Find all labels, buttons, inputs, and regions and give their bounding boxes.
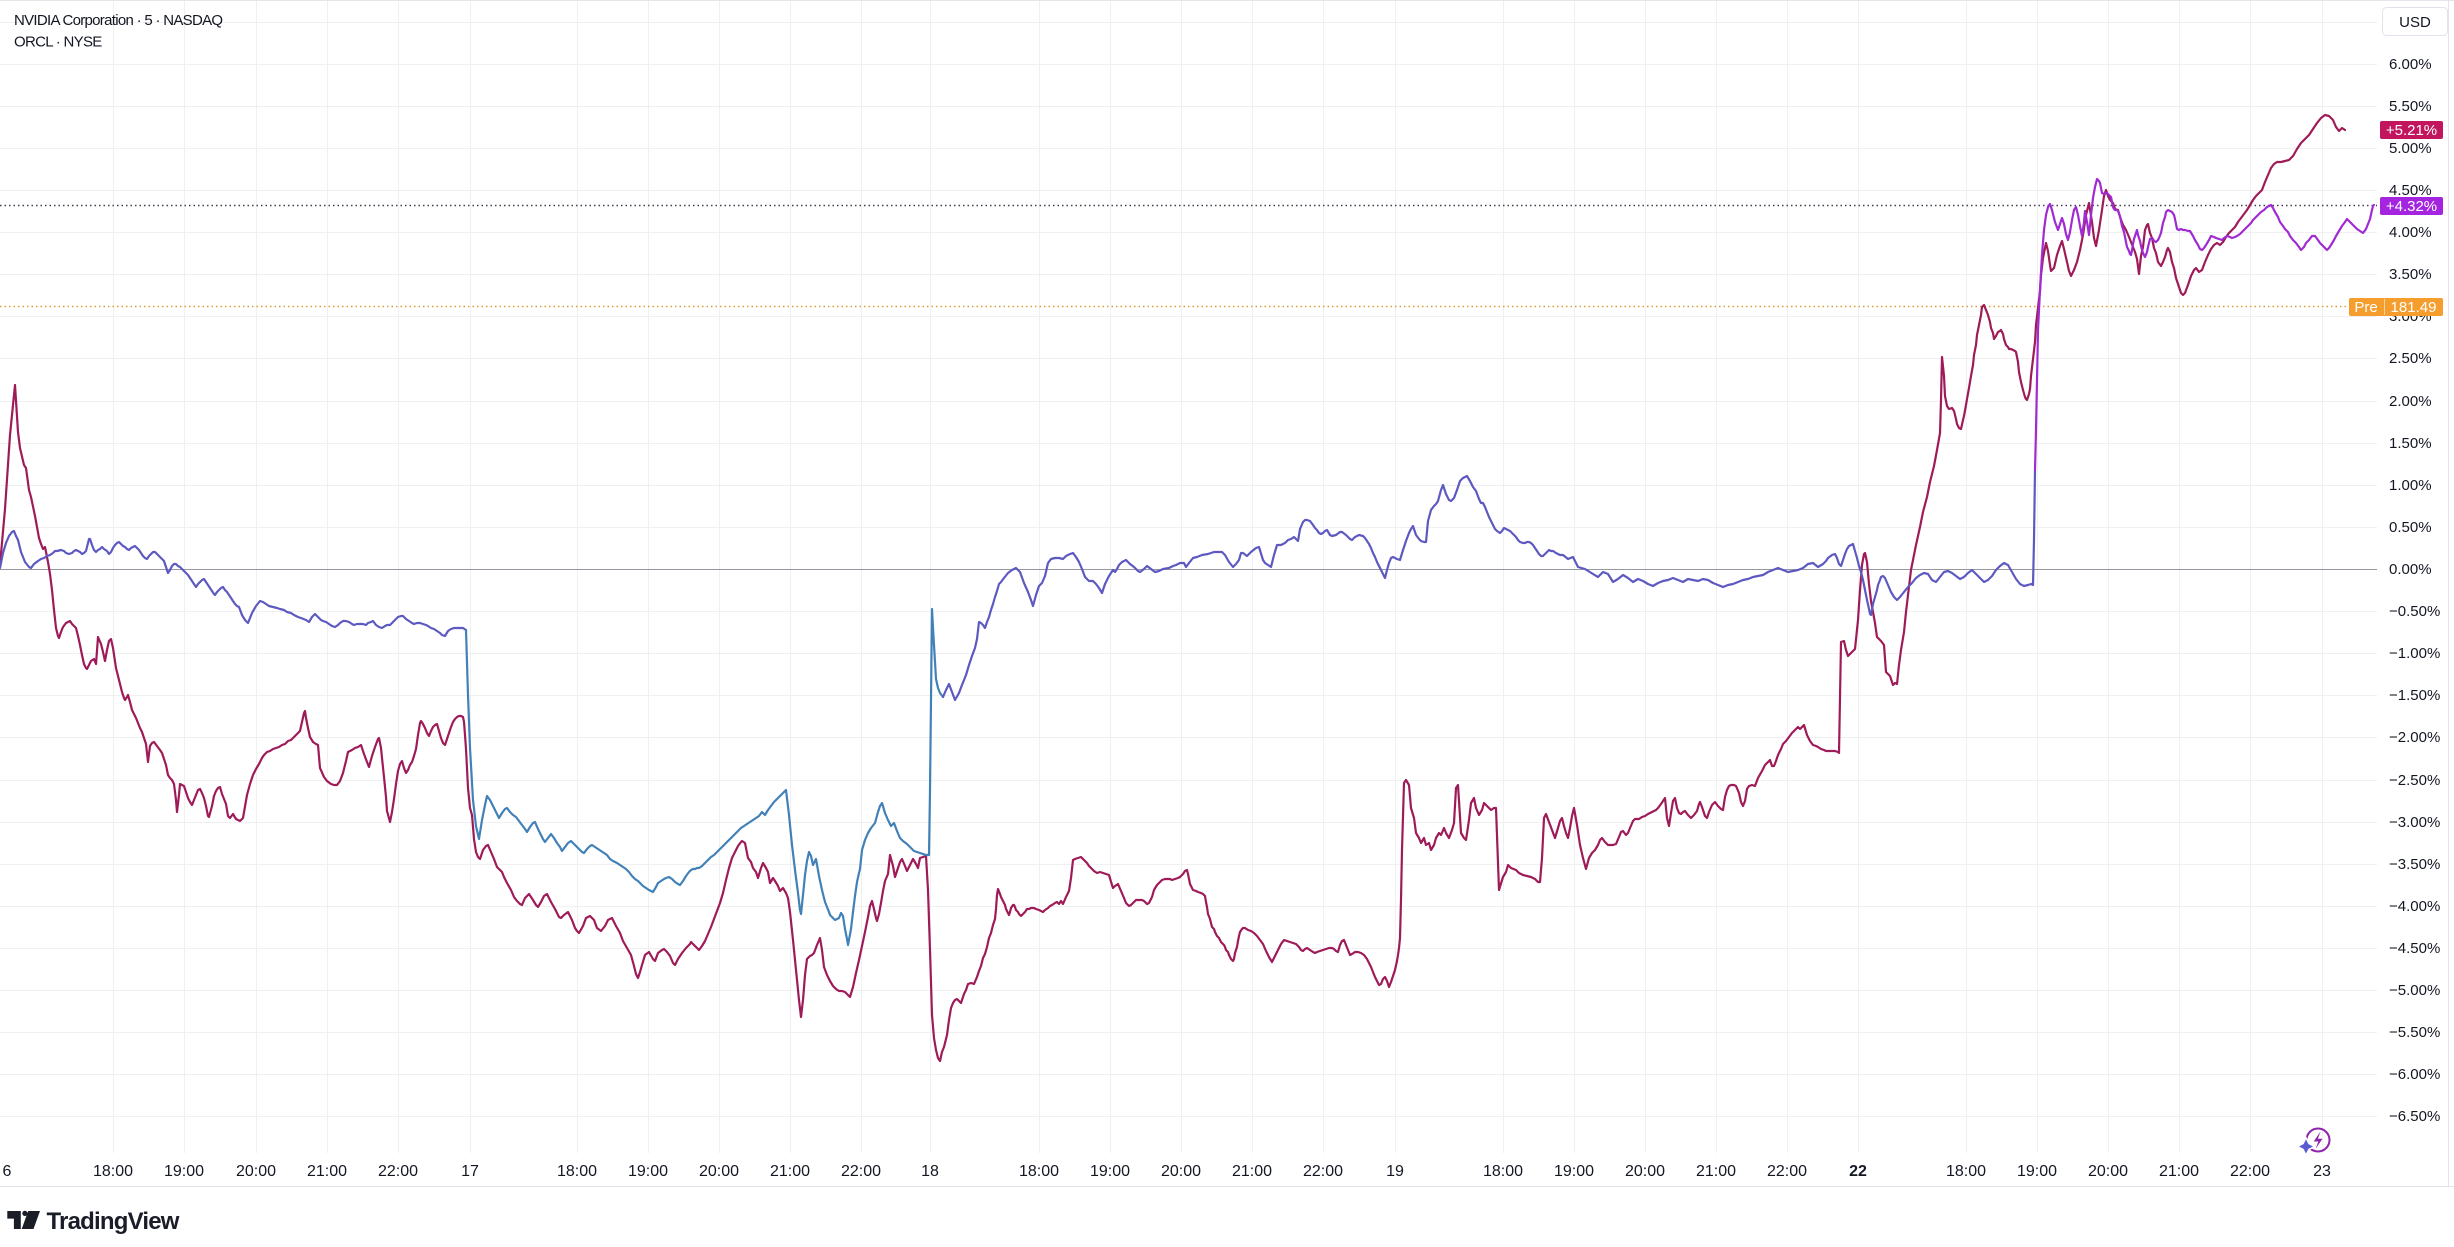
svg-text:21:00: 21:00 (770, 1163, 810, 1180)
svg-text:TradingView: TradingView (47, 1208, 180, 1235)
svg-text:18:00: 18:00 (1483, 1163, 1523, 1180)
svg-text:20:00: 20:00 (699, 1163, 739, 1180)
svg-text:6.00%: 6.00% (2389, 56, 2432, 73)
svg-text:ORCL · NYSE: ORCL · NYSE (14, 34, 102, 51)
svg-text:22:00: 22:00 (1303, 1163, 1343, 1180)
svg-text:−3.00%: −3.00% (2389, 814, 2440, 831)
svg-text:19: 19 (1386, 1163, 1404, 1180)
svg-text:18: 18 (921, 1163, 939, 1180)
svg-text:21:00: 21:00 (2159, 1163, 2199, 1180)
svg-text:−0.50%: −0.50% (2389, 603, 2440, 620)
svg-text:22:00: 22:00 (378, 1163, 418, 1180)
svg-text:18:00: 18:00 (1946, 1163, 1986, 1180)
svg-text:4.50%: 4.50% (2389, 182, 2432, 199)
svg-text:18:00: 18:00 (557, 1163, 597, 1180)
svg-text:1.00%: 1.00% (2389, 477, 2432, 494)
svg-text:+4.32%: +4.32% (2386, 198, 2437, 215)
svg-text:3.50%: 3.50% (2389, 266, 2432, 283)
svg-text:−2.00%: −2.00% (2389, 729, 2440, 746)
svg-text:−5.00%: −5.00% (2389, 982, 2440, 999)
svg-text:0.50%: 0.50% (2389, 519, 2432, 536)
svg-text:Pre: Pre (2354, 299, 2377, 316)
svg-text:181.49: 181.49 (2391, 299, 2437, 316)
svg-text:20:00: 20:00 (2088, 1163, 2128, 1180)
svg-text:4.00%: 4.00% (2389, 224, 2432, 241)
svg-text:−6.50%: −6.50% (2389, 1108, 2440, 1125)
svg-text:2.50%: 2.50% (2389, 350, 2432, 367)
svg-text:18:00: 18:00 (1019, 1163, 1059, 1180)
svg-text:21:00: 21:00 (1696, 1163, 1736, 1180)
svg-text:−1.50%: −1.50% (2389, 687, 2440, 704)
svg-text:19:00: 19:00 (628, 1163, 668, 1180)
svg-text:−3.50%: −3.50% (2389, 856, 2440, 873)
svg-text:−4.50%: −4.50% (2389, 940, 2440, 957)
svg-text:19:00: 19:00 (2017, 1163, 2057, 1180)
svg-text:22:00: 22:00 (841, 1163, 881, 1180)
svg-text:19:00: 19:00 (164, 1163, 204, 1180)
svg-text:18:00: 18:00 (93, 1163, 133, 1180)
svg-text:5.00%: 5.00% (2389, 140, 2432, 157)
svg-text:−5.50%: −5.50% (2389, 1024, 2440, 1041)
svg-text:22:00: 22:00 (2230, 1163, 2270, 1180)
svg-text:17: 17 (461, 1163, 479, 1180)
svg-text:19:00: 19:00 (1554, 1163, 1594, 1180)
svg-text:21:00: 21:00 (307, 1163, 347, 1180)
svg-text:20:00: 20:00 (236, 1163, 276, 1180)
svg-text:2.00%: 2.00% (2389, 393, 2432, 410)
svg-text:−6.00%: −6.00% (2389, 1066, 2440, 1083)
svg-text:6: 6 (3, 1163, 12, 1180)
svg-text:21:00: 21:00 (1232, 1163, 1272, 1180)
svg-text:1.50%: 1.50% (2389, 435, 2432, 452)
svg-text:NVIDIA Corporation · 5 · NASDA: NVIDIA Corporation · 5 · NASDAQ (14, 12, 222, 29)
svg-text:−2.50%: −2.50% (2389, 772, 2440, 789)
svg-text:USD: USD (2399, 14, 2431, 31)
svg-text:20:00: 20:00 (1625, 1163, 1665, 1180)
svg-text:+5.21%: +5.21% (2386, 122, 2437, 139)
svg-text:22: 22 (1849, 1163, 1867, 1180)
svg-text:5.50%: 5.50% (2389, 98, 2432, 115)
svg-text:22:00: 22:00 (1767, 1163, 1807, 1180)
svg-text:20:00: 20:00 (1161, 1163, 1201, 1180)
svg-text:−1.00%: −1.00% (2389, 645, 2440, 662)
svg-text:23: 23 (2313, 1163, 2331, 1180)
svg-text:19:00: 19:00 (1090, 1163, 1130, 1180)
svg-text:−4.00%: −4.00% (2389, 898, 2440, 915)
svg-text:0.00%: 0.00% (2389, 561, 2432, 578)
